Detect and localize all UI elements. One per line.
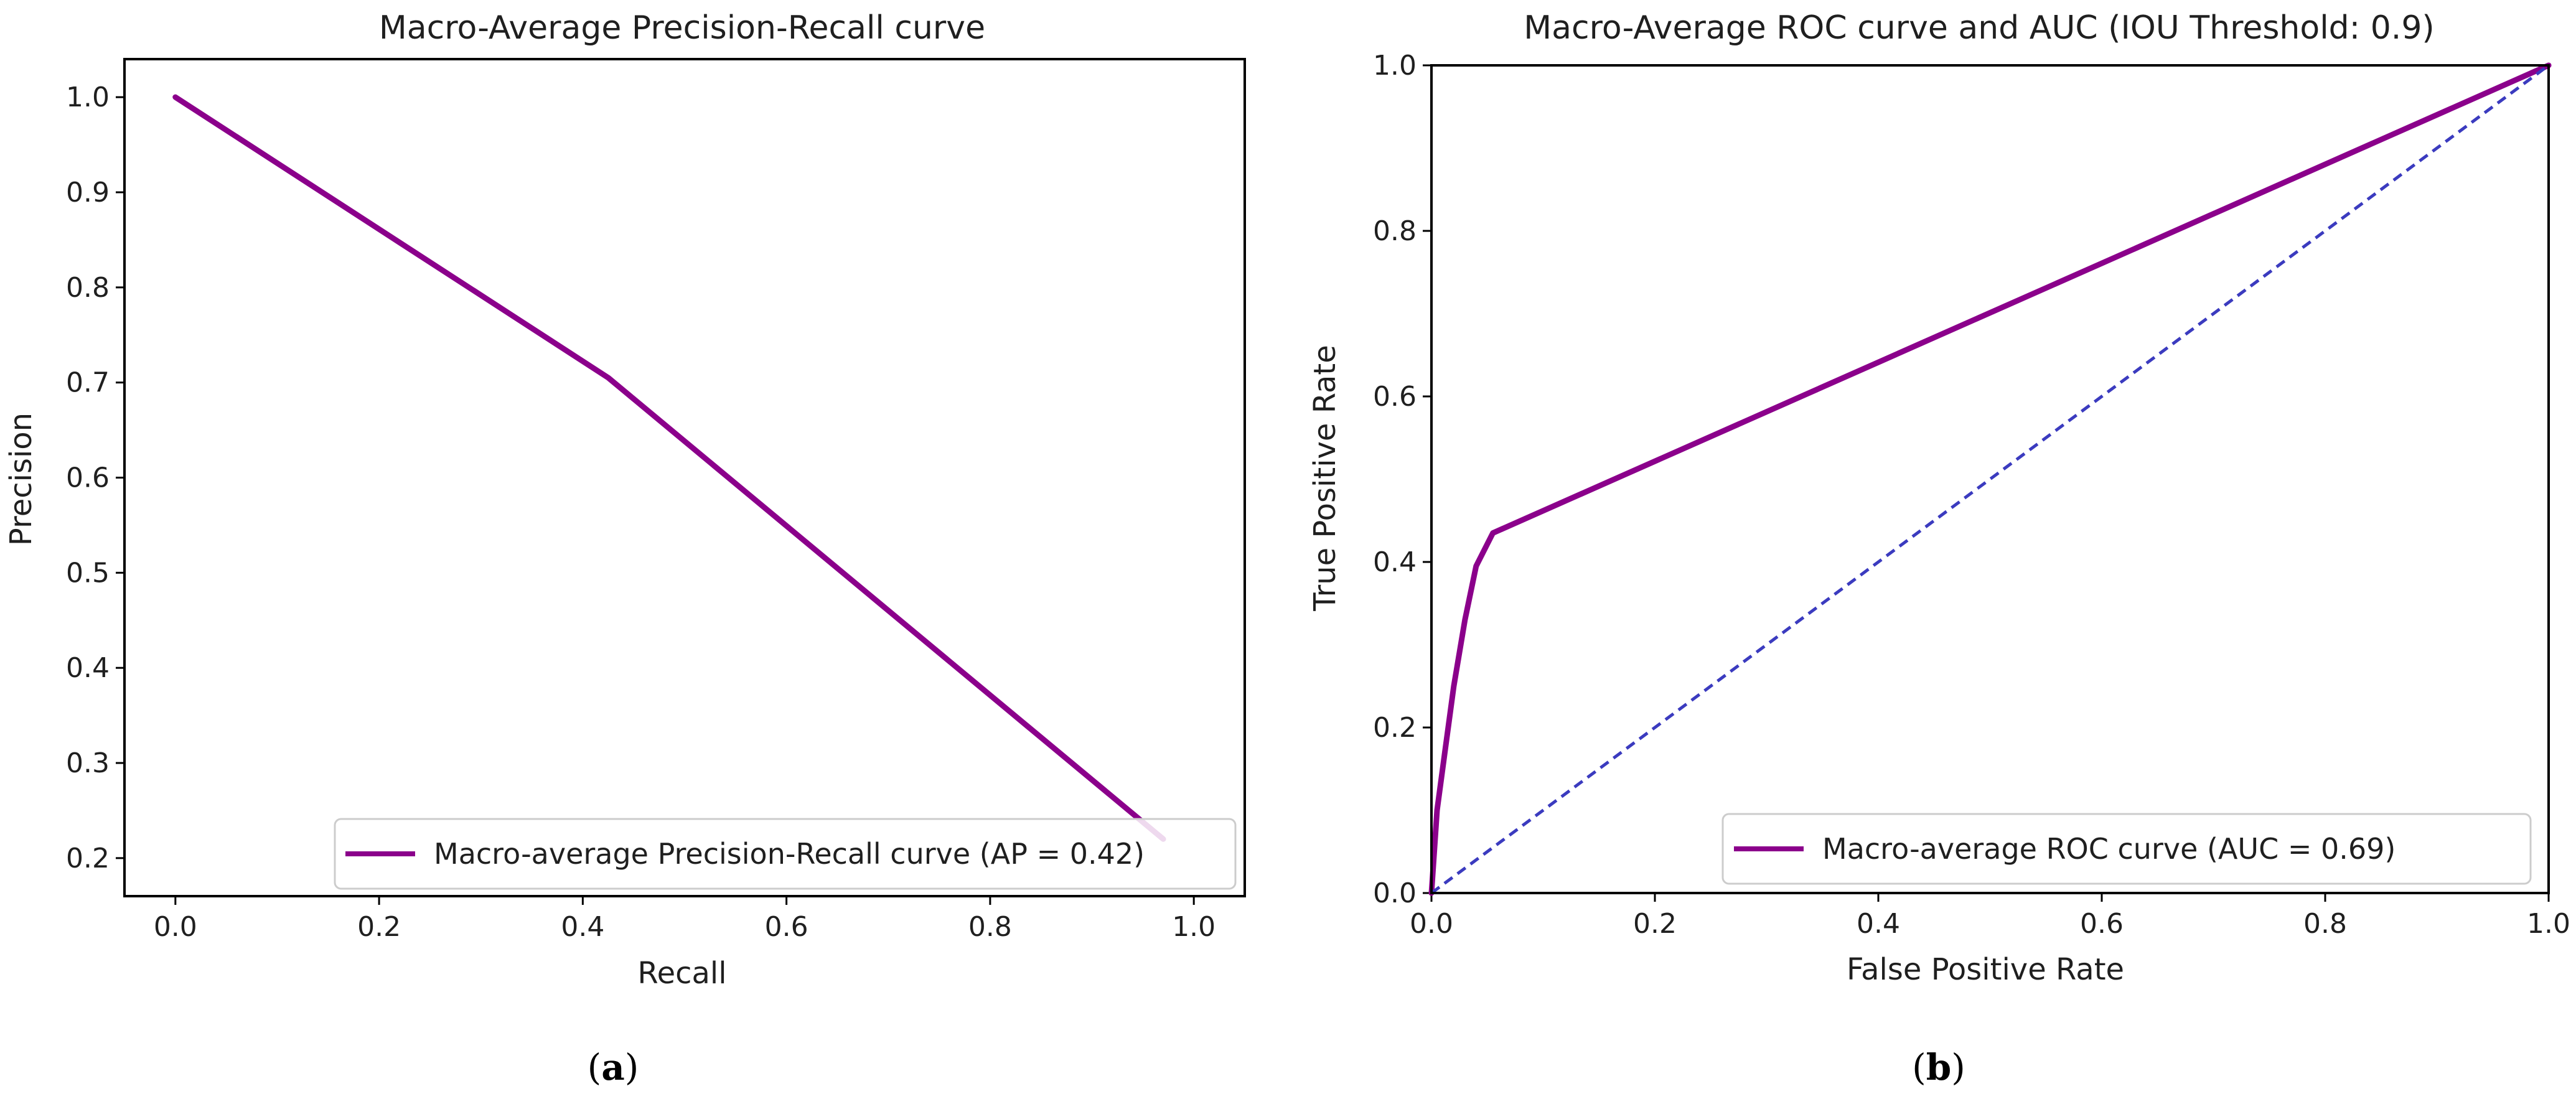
legend: Macro-average Precision-Recall curve (AP… bbox=[334, 818, 1237, 890]
x-tick-label: 0.2 bbox=[357, 911, 401, 943]
legend-box bbox=[1721, 813, 2532, 885]
caption-close: ) bbox=[1951, 1046, 1965, 1088]
series-line bbox=[172, 94, 1166, 842]
x-tick-label: 0.4 bbox=[561, 911, 604, 943]
x-tick-label: 0.8 bbox=[2303, 908, 2347, 940]
x-axis-label: Recall bbox=[637, 956, 726, 991]
legend: Macro-average ROC curve (AUC = 0.69) bbox=[1721, 813, 2532, 885]
legend-label: Macro-average ROC curve (AUC = 0.69) bbox=[1822, 832, 2396, 866]
y-tick-label: 0.9 bbox=[66, 177, 110, 208]
y-tick-label: 0.8 bbox=[1373, 215, 1417, 247]
panel-caption: (a) bbox=[588, 1046, 639, 1088]
panel-a-pr-curve: Macro-Average Precision-Recall curve 0.0… bbox=[4, 9, 1246, 1088]
x-tick-label: 0.2 bbox=[1633, 908, 1677, 940]
y-tick-label: 0.0 bbox=[1373, 877, 1417, 909]
y-axis-label: True Positive Rate bbox=[1308, 345, 1342, 612]
tick-group: 0.0 0.2 0.4 0.6 0.8 1.0 0.2 0.3 0.4 0.5 0.6 0.7 0.8 0… bbox=[66, 82, 1215, 943]
chart-title: Macro-Average Precision-Recall curve bbox=[379, 9, 985, 47]
y-tick-label: 1.0 bbox=[66, 82, 110, 113]
x-tick-label: 0.6 bbox=[2080, 908, 2124, 940]
x-tick-label: 0.8 bbox=[968, 911, 1012, 943]
x-tick-label: 0.0 bbox=[1410, 908, 1453, 940]
y-tick-label: 1.0 bbox=[1373, 50, 1417, 82]
plot-frame bbox=[123, 58, 1246, 897]
legend-box bbox=[334, 818, 1237, 890]
legend-label: Macro-average Precision-Recall curve (AP… bbox=[434, 837, 1145, 871]
series-group bbox=[1428, 62, 2552, 896]
x-tick-label: 0.0 bbox=[154, 911, 197, 943]
panel-b-roc-curve: Macro-Average ROC curve and AUC (IOU Thr… bbox=[1308, 9, 2570, 1088]
x-tick-label: 1.0 bbox=[2527, 908, 2570, 940]
x-tick-label: 0.6 bbox=[765, 911, 808, 943]
panel-caption: (b) bbox=[1912, 1046, 1965, 1088]
y-tick-label: 0.4 bbox=[1373, 546, 1417, 578]
caption-open: ( bbox=[1912, 1046, 1926, 1088]
x-axis-label: False Positive Rate bbox=[1847, 952, 2124, 987]
caption-close: ) bbox=[625, 1046, 639, 1088]
series-line bbox=[1428, 62, 2552, 896]
y-tick-label: 0.4 bbox=[66, 652, 110, 684]
caption-open: ( bbox=[588, 1046, 602, 1088]
diagonal-reference-line bbox=[1430, 63, 2550, 895]
series-group bbox=[172, 94, 1166, 842]
plot-frame bbox=[1430, 64, 2550, 894]
caption-letter: b bbox=[1926, 1046, 1952, 1088]
y-axis-label: Precision bbox=[4, 413, 39, 546]
y-tick-label: 0.7 bbox=[66, 367, 110, 399]
x-tick-label: 1.0 bbox=[1172, 911, 1215, 943]
x-tick-label: 0.4 bbox=[1857, 908, 1900, 940]
y-tick-label: 0.8 bbox=[66, 272, 110, 304]
chart-title: Macro-Average ROC curve and AUC (IOU Thr… bbox=[1524, 9, 2434, 47]
y-tick-label: 0.2 bbox=[66, 843, 110, 874]
y-tick-label: 0.6 bbox=[66, 462, 110, 494]
y-tick-label: 0.6 bbox=[1373, 381, 1417, 413]
y-tick-label: 0.5 bbox=[66, 557, 110, 589]
tick-group: 0.0 0.2 0.4 0.6 0.8 1.0 0.0 0.2 0.4 0.6 0.8 1.0 bbox=[1373, 50, 2570, 940]
y-tick-label: 0.2 bbox=[1373, 712, 1417, 744]
y-tick-label: 0.3 bbox=[66, 747, 110, 779]
caption-letter: a bbox=[601, 1046, 625, 1088]
